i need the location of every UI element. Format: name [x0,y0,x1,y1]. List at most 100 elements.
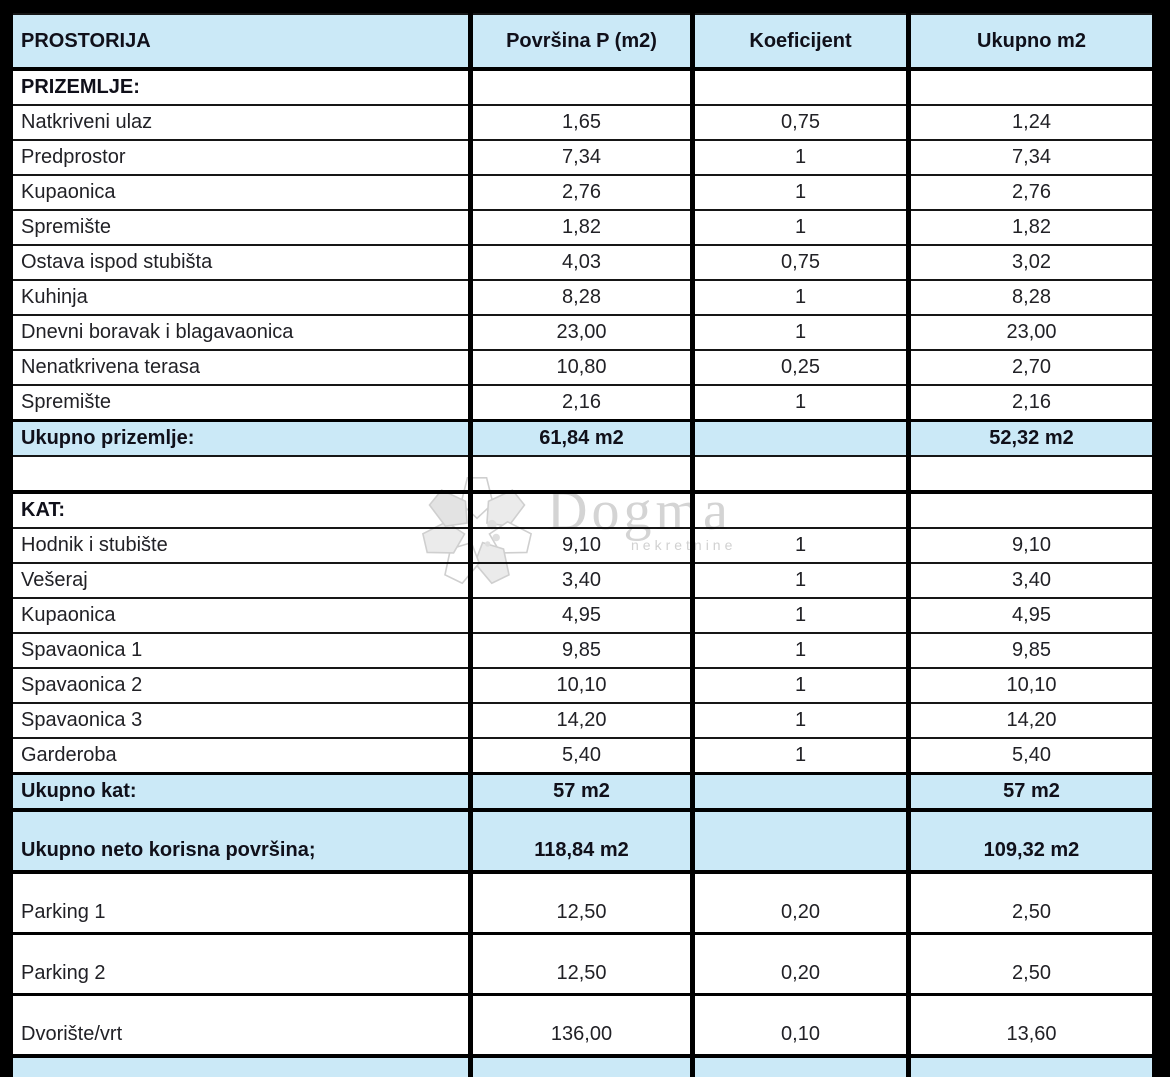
cell-coefficient: 0,20 [690,932,911,996]
header-ukupno: Ukupno m2 [906,13,1157,71]
cell-coefficient: 0,10 [690,993,911,1057]
cell-room-name: Garderoba [8,737,473,775]
cell-room-name: Spremište [8,384,473,422]
table-row [8,455,1157,493]
cell-room-name: Kuhinja [8,279,473,316]
cell-total: 13,60 [906,993,1157,1057]
cell-total: 2,50 [906,932,1157,996]
cell-surface: 9,85 [468,632,695,669]
cell-total: 3,40 [906,562,1157,599]
table-row: Spavaonica 2 10,10 1 10,10 [8,667,1157,704]
cell-room-name: Natkriveni ulaz [8,104,473,141]
header-row: PROSTORIJA Površina P (m2) Koeficijent U… [8,13,1157,71]
cell-coefficient: 1 [690,314,911,351]
cell-room-name: Vešeraj [8,562,473,599]
cell-coefficient: 1 [690,279,911,316]
cell-surface: 2,76 [468,174,695,211]
cell-coefficient: 1 [690,737,911,775]
cell-total: 9,10 [906,527,1157,564]
cell-total: 8,28 [906,279,1157,316]
table-row: Kupaonica 4,95 1 4,95 [8,597,1157,634]
cell-room-name: Kupaonica [8,597,473,634]
cell-room-name [8,455,473,493]
cell-coefficient [690,68,911,106]
cell-room-name: Spavaonica 1 [8,632,473,669]
cell-coefficient: 0,20 [690,870,911,935]
cell-room-name: Ukupno prizemlje: [8,419,473,457]
cell-surface: 14,20 [468,702,695,739]
cell-surface: 1,65 [468,104,695,141]
header-prostorija: PROSTORIJA [8,13,473,71]
cell-total: 7,34 [906,139,1157,176]
cell-coefficient: 0,75 [690,244,911,281]
table-row: Ukupno kat: 57 m2 57 m2 [8,772,1157,811]
table-row: UKUPNO: 279,84 m2 127,92 m2 [8,1054,1157,1077]
cell-total: 109,32 m2 [906,808,1157,873]
cell-surface: 4,03 [468,244,695,281]
table-row: Ostava ispod stubišta 4,03 0,75 3,02 [8,244,1157,281]
cell-coefficient: 1 [690,527,911,564]
cell-room-name: Predprostor [8,139,473,176]
table-row: PRIZEMLJE: [8,68,1157,106]
table-row: Garderoba 5,40 1 5,40 [8,737,1157,775]
cell-surface: 3,40 [468,562,695,599]
header-koeficijent: Koeficijent [690,13,911,71]
cell-surface [468,490,695,529]
cell-surface: 5,40 [468,737,695,775]
table-row: Hodnik i stubište 9,10 1 9,10 [8,527,1157,564]
cell-room-name: Ukupno neto korisna površina; [8,808,473,873]
cell-room-name: Hodnik i stubište [8,527,473,564]
cell-total: 57 m2 [906,772,1157,811]
cell-room-name: Ukupno kat: [8,772,473,811]
cell-total: 2,76 [906,174,1157,211]
cell-total: 23,00 [906,314,1157,351]
cell-total: 2,16 [906,384,1157,422]
cell-surface: 118,84 m2 [468,808,695,873]
cell-surface: 9,10 [468,527,695,564]
cell-total [906,455,1157,493]
cell-surface: 2,16 [468,384,695,422]
cell-total: 1,82 [906,209,1157,246]
cell-coefficient: 1 [690,597,911,634]
cell-surface: 61,84 m2 [468,419,695,457]
cell-surface: 4,95 [468,597,695,634]
cell-coefficient: 1 [690,562,911,599]
cell-total: 2,70 [906,349,1157,386]
cell-total: 10,10 [906,667,1157,704]
cell-room-name: Spavaonica 2 [8,667,473,704]
cell-coefficient: 1 [690,702,911,739]
cell-coefficient [690,419,911,457]
cell-total [906,490,1157,529]
cell-surface: 7,34 [468,139,695,176]
cell-surface [468,455,695,493]
cell-room-name: UKUPNO: [8,1054,473,1077]
cell-coefficient [690,1054,911,1077]
table-row: Ukupno neto korisna površina; 118,84 m2 … [8,808,1157,873]
table-row: Spremište 1,82 1 1,82 [8,209,1157,246]
cell-coefficient: 1 [690,209,911,246]
cell-total: 4,95 [906,597,1157,634]
cell-room-name: Ostava ispod stubišta [8,244,473,281]
cell-surface: 10,10 [468,667,695,704]
cell-surface: 136,00 [468,993,695,1057]
cell-room-name: Nenatkrivena terasa [8,349,473,386]
cell-coefficient: 1 [690,632,911,669]
cell-total: 2,50 [906,870,1157,935]
cell-coefficient [690,455,911,493]
table-row: Natkriveni ulaz 1,65 0,75 1,24 [8,104,1157,141]
cell-surface: 10,80 [468,349,695,386]
cell-room-name: Spavaonica 3 [8,702,473,739]
table-row: Kuhinja 8,28 1 8,28 [8,279,1157,316]
room-area-table: PROSTORIJA Površina P (m2) Koeficijent U… [8,13,1157,1077]
table-row: Spavaonica 3 14,20 1 14,20 [8,702,1157,739]
table-row: Parking 2 12,50 0,20 2,50 [8,932,1157,996]
cell-room-name: PRIZEMLJE: [8,68,473,106]
cell-surface: 23,00 [468,314,695,351]
cell-surface: 12,50 [468,870,695,935]
cell-total: 3,02 [906,244,1157,281]
table-header: PROSTORIJA Površina P (m2) Koeficijent U… [8,13,1157,71]
cell-room-name: Parking 1 [8,870,473,935]
cell-room-name: Kupaonica [8,174,473,211]
cell-coefficient: 1 [690,667,911,704]
cell-total: 52,32 m2 [906,419,1157,457]
